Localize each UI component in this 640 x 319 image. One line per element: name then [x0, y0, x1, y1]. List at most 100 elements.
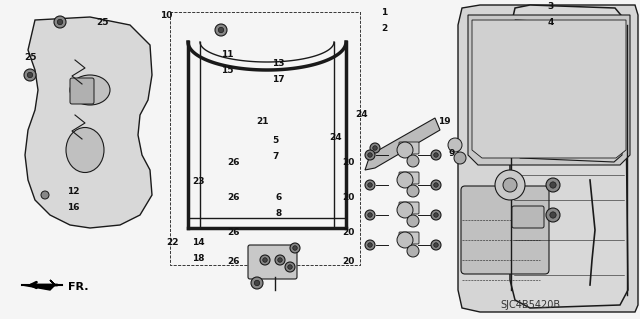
Circle shape: [434, 243, 438, 247]
Circle shape: [431, 210, 441, 220]
Text: 25: 25: [24, 53, 37, 62]
FancyBboxPatch shape: [461, 186, 549, 274]
Text: 25: 25: [96, 18, 109, 27]
Circle shape: [292, 246, 297, 250]
Circle shape: [397, 232, 413, 248]
Circle shape: [368, 183, 372, 187]
Text: SJC4B5420B: SJC4B5420B: [500, 300, 560, 310]
Polygon shape: [458, 5, 638, 312]
Circle shape: [397, 202, 413, 218]
Text: 16: 16: [67, 203, 80, 212]
Circle shape: [495, 170, 525, 200]
Circle shape: [251, 277, 263, 289]
Circle shape: [550, 182, 556, 188]
Text: 9: 9: [448, 149, 454, 158]
Text: 24: 24: [355, 110, 368, 119]
Text: 6: 6: [275, 193, 282, 202]
Circle shape: [434, 213, 438, 217]
Circle shape: [290, 243, 300, 253]
Circle shape: [407, 245, 419, 257]
Circle shape: [370, 143, 380, 153]
Polygon shape: [22, 280, 55, 290]
Circle shape: [546, 208, 560, 222]
Text: 20: 20: [342, 193, 355, 202]
Circle shape: [278, 258, 282, 262]
Text: 11: 11: [221, 50, 234, 59]
Text: 18: 18: [192, 254, 205, 263]
Circle shape: [407, 155, 419, 167]
Circle shape: [58, 19, 63, 25]
FancyBboxPatch shape: [399, 142, 419, 154]
Text: 20: 20: [342, 158, 355, 167]
Text: 17: 17: [272, 75, 285, 84]
Text: 26: 26: [227, 193, 240, 202]
Text: 14: 14: [192, 238, 205, 247]
Circle shape: [24, 69, 36, 81]
Text: 8: 8: [275, 209, 282, 218]
Circle shape: [546, 178, 560, 192]
Polygon shape: [510, 5, 628, 308]
Circle shape: [448, 138, 462, 152]
Polygon shape: [472, 20, 626, 158]
Text: 13: 13: [272, 59, 285, 68]
Text: 1: 1: [381, 8, 387, 17]
Circle shape: [503, 178, 517, 192]
Circle shape: [368, 213, 372, 217]
Text: 22: 22: [166, 238, 179, 247]
Text: 12: 12: [67, 187, 80, 196]
Text: 26: 26: [227, 257, 240, 266]
Text: 19: 19: [438, 117, 451, 126]
Circle shape: [285, 262, 295, 272]
Circle shape: [41, 191, 49, 199]
FancyBboxPatch shape: [248, 245, 297, 279]
Circle shape: [218, 27, 224, 33]
Text: 7: 7: [272, 152, 278, 161]
Circle shape: [365, 180, 375, 190]
Circle shape: [434, 183, 438, 187]
Circle shape: [368, 243, 372, 247]
Circle shape: [434, 153, 438, 157]
Circle shape: [407, 215, 419, 227]
Text: 2: 2: [381, 24, 387, 33]
Text: FR.: FR.: [68, 282, 88, 292]
Circle shape: [397, 142, 413, 158]
Circle shape: [275, 255, 285, 265]
Circle shape: [368, 153, 372, 157]
Text: 4: 4: [547, 18, 554, 27]
Text: 15: 15: [221, 66, 234, 75]
Text: 26: 26: [227, 158, 240, 167]
Circle shape: [263, 258, 268, 262]
Polygon shape: [25, 17, 152, 228]
Circle shape: [365, 150, 375, 160]
Polygon shape: [468, 15, 630, 165]
Circle shape: [254, 280, 260, 286]
Circle shape: [431, 240, 441, 250]
Circle shape: [431, 150, 441, 160]
Circle shape: [288, 265, 292, 269]
Circle shape: [28, 72, 33, 78]
FancyBboxPatch shape: [399, 202, 419, 214]
Polygon shape: [365, 118, 440, 170]
Circle shape: [365, 240, 375, 250]
Circle shape: [550, 212, 556, 218]
FancyBboxPatch shape: [70, 78, 94, 104]
Text: 5: 5: [272, 136, 278, 145]
FancyBboxPatch shape: [512, 206, 544, 228]
Circle shape: [397, 172, 413, 188]
FancyBboxPatch shape: [399, 172, 419, 184]
Circle shape: [407, 185, 419, 197]
Circle shape: [454, 152, 466, 164]
Text: 3: 3: [547, 2, 554, 11]
FancyBboxPatch shape: [399, 232, 419, 244]
Circle shape: [215, 24, 227, 36]
Text: 21: 21: [256, 117, 269, 126]
Polygon shape: [514, 20, 622, 162]
Circle shape: [372, 146, 377, 150]
Text: 24: 24: [330, 133, 342, 142]
Ellipse shape: [70, 75, 110, 105]
Ellipse shape: [66, 128, 104, 173]
Circle shape: [54, 16, 66, 28]
Text: 20: 20: [342, 228, 355, 237]
Text: 10: 10: [160, 11, 173, 20]
Circle shape: [431, 180, 441, 190]
